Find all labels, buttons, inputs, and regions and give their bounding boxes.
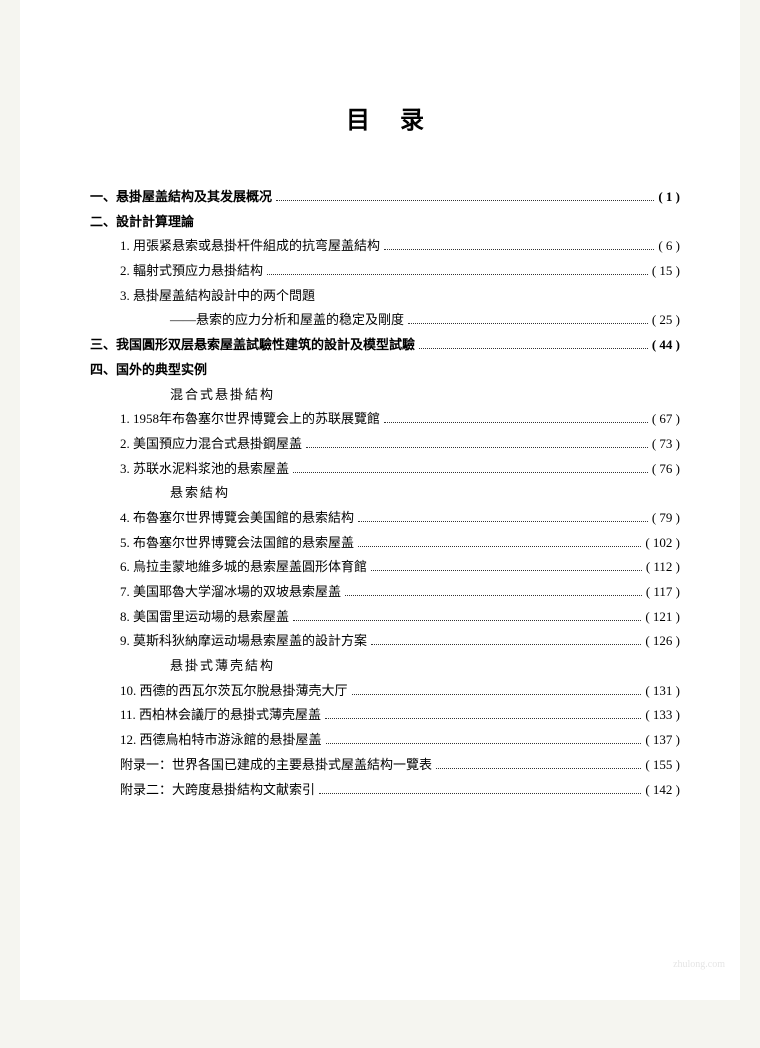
toc-title: 目录 [90,100,680,135]
page-number: ( 102 ) [645,531,680,556]
leader-dots [358,546,641,547]
toc-entry-label: 5. 布魯塞尔世界博覽会法国館的悬索屋盖 [120,531,354,556]
toc-entry-label: 11. 西柏林会議厅的悬掛式薄壳屋盖 [120,703,321,728]
toc-entry-label: 6. 烏拉圭蒙地維多城的悬索屋盖圓形体育館 [120,555,367,580]
leader-dots [436,768,641,769]
toc-entry: 7. 美国耶魯大学溜冰場的双坡悬索屋盖 ( 117 ) [120,580,680,605]
toc-entry-label: 10. 西德的西瓦尔茨瓦尔脫悬掛薄壳大厅 [120,679,348,704]
leader-dots [326,743,642,744]
page-number: ( 76 ) [652,457,680,482]
leader-dots [345,595,642,596]
toc-entry: ——悬索的应力分析和屋盖的稳定及剛度 ( 25 ) [170,308,680,333]
watermark: zhulong.com [673,959,725,970]
leader-dots [306,447,648,448]
toc-entry-label: 2. 美国預应力混合式悬掛鋼屋盖 [120,432,302,457]
section-heading-label: 四、国外的典型实例 [90,358,207,383]
section-heading-label: 一、悬掛屋盖結构及其发展概况 [90,185,272,210]
leader-dots [419,348,648,349]
toc-entry: 8. 美国雷里运动場的悬索屋盖 ( 121 ) [120,605,680,630]
section-heading-label: 三、我国圓形双层悬索屋盖試驗性建筑的設計及模型試驗 [90,333,415,358]
leader-dots [319,793,641,794]
leader-dots [384,249,654,250]
section-heading: 一、悬掛屋盖結构及其发展概况 ( 1 ) [90,185,680,210]
toc-entry-label: 7. 美国耶魯大学溜冰場的双坡悬索屋盖 [120,580,341,605]
toc-entry: 11. 西柏林会議厅的悬掛式薄壳屋盖 ( 133 ) [120,703,680,728]
page-number: ( 155 ) [645,753,680,778]
toc-entry: 4. 布魯塞尔世界博覽会美国館的悬索結构 ( 79 ) [120,506,680,531]
toc-entry: 1. 用張紧悬索或悬掛杆件組成的抗弯屋盖結构 ( 6 ) [120,234,680,259]
document-page: 目录 一、悬掛屋盖結构及其发展概况 ( 1 ) 二、設計計算理論1. 用張紧悬索或悬… [20,0,740,1000]
toc-entry: 附录二：大跨度悬掛結构文献索引 ( 142 ) [120,778,680,803]
section-heading-label: 二、設計計算理論 [90,210,194,235]
toc-entry-label: 8. 美国雷里运动場的悬索屋盖 [120,605,289,630]
toc-entry-label: ——悬索的应力分析和屋盖的稳定及剛度 [170,308,404,333]
page-number: ( 126 ) [645,629,680,654]
toc-entry: 5. 布魯塞尔世界博覽会法国館的悬索屋盖 ( 102 ) [120,531,680,556]
page-number: ( 112 ) [646,555,680,580]
toc-entry-label: 3. 苏联水泥料浆池的悬索屋盖 [120,457,289,482]
toc-entry: 3. 苏联水泥料浆池的悬索屋盖 ( 76 ) [120,457,680,482]
leader-dots [408,323,648,324]
toc-entry-label: 1. 1958年布魯塞尔世界博覽会上的苏联展覽館 [120,407,380,432]
subsection-heading: 混合式悬掛結构 [170,383,680,408]
toc-entry: 附录一：世界各国已建成的主要悬掛式屋盖結构一覽表 ( 155 ) [120,753,680,778]
toc-entry: 10. 西德的西瓦尔茨瓦尔脫悬掛薄壳大厅 ( 131 ) [120,679,680,704]
page-number: ( 142 ) [645,778,680,803]
toc-entry-label: 4. 布魯塞尔世界博覽会美国館的悬索結构 [120,506,354,531]
leader-dots [293,472,648,473]
subsection-heading: 悬索結构 [170,481,680,506]
leader-dots [371,570,642,571]
toc-entry: 1. 1958年布魯塞尔世界博覽会上的苏联展覽館 ( 67 ) [120,407,680,432]
toc-entry: 2. 輻射式預应力悬掛結构 ( 15 ) [120,259,680,284]
section-heading: 三、我国圓形双层悬索屋盖試驗性建筑的設計及模型試驗 ( 44 ) [90,333,680,358]
leader-dots [352,694,642,695]
toc-entry: 3. 悬掛屋盖結构設計中的两个問題 [120,284,680,309]
page-number: ( 44 ) [652,333,680,358]
leader-dots [358,521,648,522]
page-number: ( 73 ) [652,432,680,457]
toc-entry-label: 附录二：大跨度悬掛結构文献索引 [120,778,315,803]
toc-entry-label: 12. 西德烏柏特市游泳館的悬掛屋盖 [120,728,322,753]
toc-entry: 9. 莫斯科狄納摩运动場悬索屋盖的設計方案 ( 126 ) [120,629,680,654]
page-number: ( 137 ) [645,728,680,753]
subsection-heading: 悬掛式薄壳結构 [170,654,680,679]
leader-dots [267,274,648,275]
page-number: ( 25 ) [652,308,680,333]
page-number: ( 117 ) [646,580,680,605]
page-number: ( 67 ) [652,407,680,432]
page-number: ( 131 ) [645,679,680,704]
toc-entry-label: 1. 用張紧悬索或悬掛杆件組成的抗弯屋盖結构 [120,234,380,259]
leader-dots [371,644,641,645]
leader-dots [293,620,641,621]
page-number: ( 6 ) [658,234,680,259]
toc-body: 一、悬掛屋盖結构及其发展概况 ( 1 ) 二、設計計算理論1. 用張紧悬索或悬掛杆件… [90,185,680,802]
leader-dots [276,200,654,201]
page-number: ( 121 ) [645,605,680,630]
section-heading: 二、設計計算理論 [90,210,680,235]
toc-entry: 2. 美国預应力混合式悬掛鋼屋盖 ( 73 ) [120,432,680,457]
toc-entry-label: 9. 莫斯科狄納摩运动場悬索屋盖的設計方案 [120,629,367,654]
toc-entry-label: 2. 輻射式預应力悬掛結构 [120,259,263,284]
toc-entry: 6. 烏拉圭蒙地維多城的悬索屋盖圓形体育館 ( 112 ) [120,555,680,580]
toc-entry: 12. 西德烏柏特市游泳館的悬掛屋盖 ( 137 ) [120,728,680,753]
page-number: ( 133 ) [645,703,680,728]
toc-entry-label: 3. 悬掛屋盖結构設計中的两个問題 [120,284,315,309]
leader-dots [384,422,648,423]
leader-dots [325,718,641,719]
page-number: ( 15 ) [652,259,680,284]
section-heading: 四、国外的典型实例 [90,358,680,383]
toc-entry-label: 附录一：世界各国已建成的主要悬掛式屋盖結构一覽表 [120,753,432,778]
page-number: ( 79 ) [652,506,680,531]
page-number: ( 1 ) [658,185,680,210]
